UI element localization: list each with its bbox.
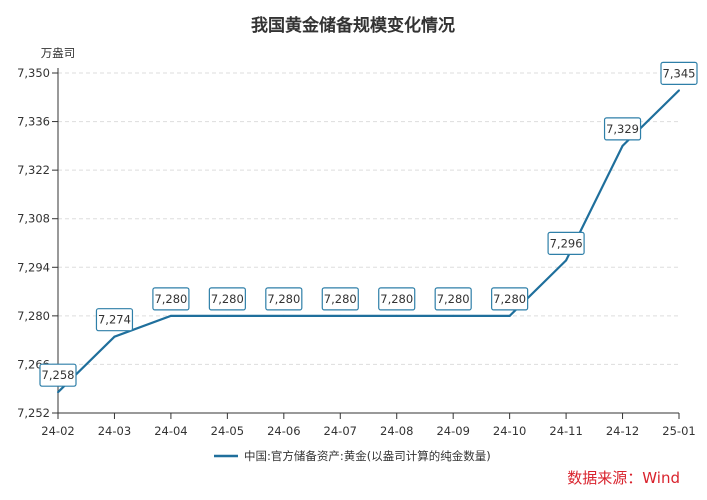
series-line — [57, 89, 680, 393]
x-tick-label: 24-04 — [154, 424, 187, 438]
x-tick-label: 24-07 — [324, 424, 357, 438]
data-label: 7,296 — [550, 236, 583, 250]
data-label-box — [321, 287, 359, 311]
data-point — [282, 314, 285, 317]
data-label: 7,274 — [98, 313, 131, 327]
y-tick-label: 7,294 — [17, 260, 50, 274]
x-tick-label: 24-12 — [606, 424, 639, 438]
legend-label: 中国:官方储备资产:黄金(以盎司计算的纯金数量) — [244, 449, 491, 463]
data-label-box — [378, 287, 416, 311]
x-tick-label: 24-11 — [549, 424, 582, 438]
data-point — [508, 314, 511, 317]
legend: 中国:官方储备资产:黄金(以盎司计算的纯金数量) — [214, 449, 491, 463]
data-label: 7,280 — [380, 292, 413, 306]
x-tick-label: 24-06 — [267, 424, 300, 438]
data-point — [395, 314, 398, 317]
data-label-box — [152, 287, 190, 311]
source-note: 数据来源：Wind — [567, 469, 680, 487]
data-point — [565, 259, 568, 262]
y-tick-label: 7,322 — [17, 163, 50, 177]
y-tick-label: 7,336 — [17, 115, 50, 129]
data-label-box — [39, 363, 77, 387]
data-label-box — [265, 287, 303, 311]
data-point — [621, 144, 624, 147]
x-tick-label: 24-10 — [493, 424, 526, 438]
data-label: 7,345 — [663, 66, 696, 80]
data-point — [113, 335, 116, 338]
data-label: 7,280 — [267, 292, 300, 306]
data-point — [57, 391, 59, 394]
y-tick-label: 7,308 — [17, 212, 50, 226]
y-tick-label: 7,350 — [17, 66, 50, 80]
data-label: 7,280 — [154, 292, 187, 306]
x-tick-label: 24-08 — [380, 424, 413, 438]
data-label-box — [547, 231, 585, 255]
data-label-box — [208, 287, 246, 311]
data-point — [678, 89, 680, 92]
data-label: 7,280 — [493, 292, 526, 306]
data-label-box — [491, 287, 529, 311]
data-point — [226, 314, 229, 317]
data-point — [339, 314, 342, 317]
data-label: 7,280 — [324, 292, 357, 306]
data-label-box — [434, 287, 472, 311]
x-tick-label: 24-09 — [436, 424, 469, 438]
data-label: 7,280 — [437, 292, 470, 306]
y-tick-label: 7,280 — [17, 309, 50, 323]
data-label-box — [603, 117, 642, 141]
y-axis-unit: 万盎司 — [41, 46, 76, 60]
x-tick-label: 24-02 — [41, 424, 74, 438]
data-label: 7,258 — [42, 368, 75, 382]
x-tick-label: 24-05 — [211, 424, 244, 438]
y-tick-label: 7,252 — [17, 406, 50, 420]
data-point — [452, 314, 455, 317]
data-label: 7,280 — [211, 292, 244, 306]
x-tick-label: 24-03 — [98, 424, 131, 438]
data-label-box — [95, 308, 134, 332]
data-label: 7,329 — [606, 122, 639, 136]
data-point — [169, 314, 172, 317]
data-label-box — [660, 61, 698, 85]
x-tick-label: 25-01 — [662, 424, 695, 438]
chart-title: 我国黄金储备规模变化情况 — [251, 15, 455, 36]
